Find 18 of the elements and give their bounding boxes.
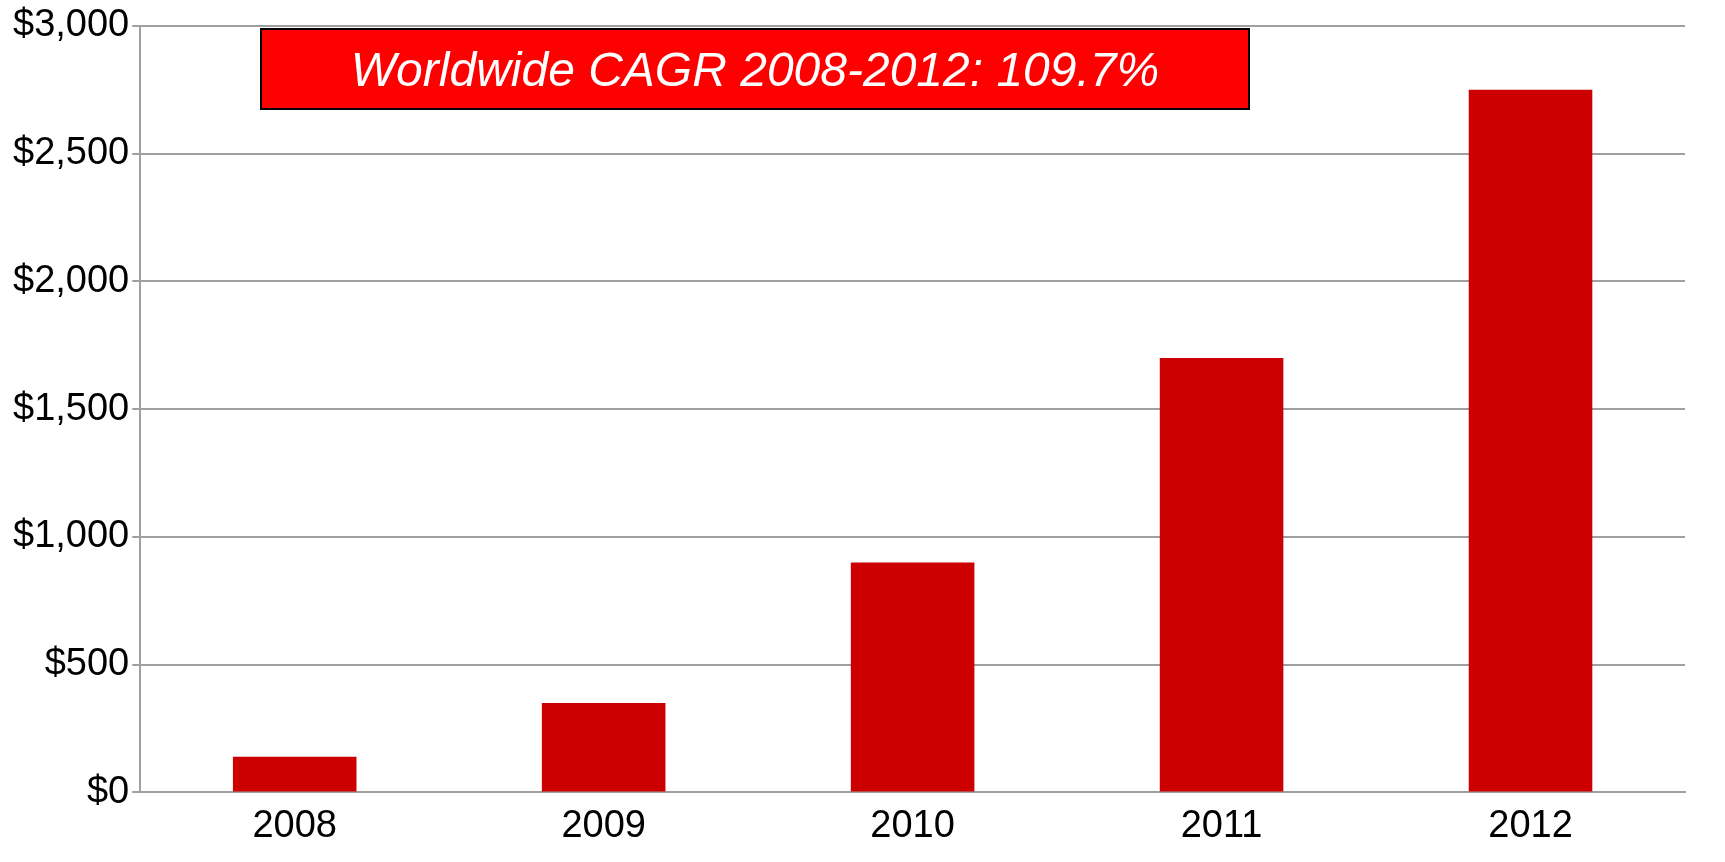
bar — [1159, 357, 1284, 792]
x-tick-label: 2012 — [1488, 802, 1573, 845]
x-tick-label: 2008 — [252, 802, 337, 845]
y-tick-label: $0 — [86, 768, 130, 811]
y-tick-label: $1,000 — [12, 513, 130, 556]
bar — [1468, 89, 1593, 792]
x-tick-label: 2011 — [1180, 802, 1263, 845]
x-tick-label: 2009 — [561, 802, 646, 845]
y-tick-label: $1,500 — [12, 385, 130, 428]
y-tick-label: $2,000 — [12, 257, 130, 300]
y-tick-label: $2,500 — [12, 130, 130, 173]
bar — [541, 702, 666, 792]
bar — [850, 562, 975, 792]
bar — [232, 756, 357, 792]
x-tick-label: 2010 — [870, 802, 955, 845]
y-tick-label: $500 — [44, 641, 130, 684]
y-tick-label: $3,000 — [12, 2, 130, 45]
title-box: Worldwide CAGR 2008-2012: 109.7% — [260, 28, 1250, 110]
